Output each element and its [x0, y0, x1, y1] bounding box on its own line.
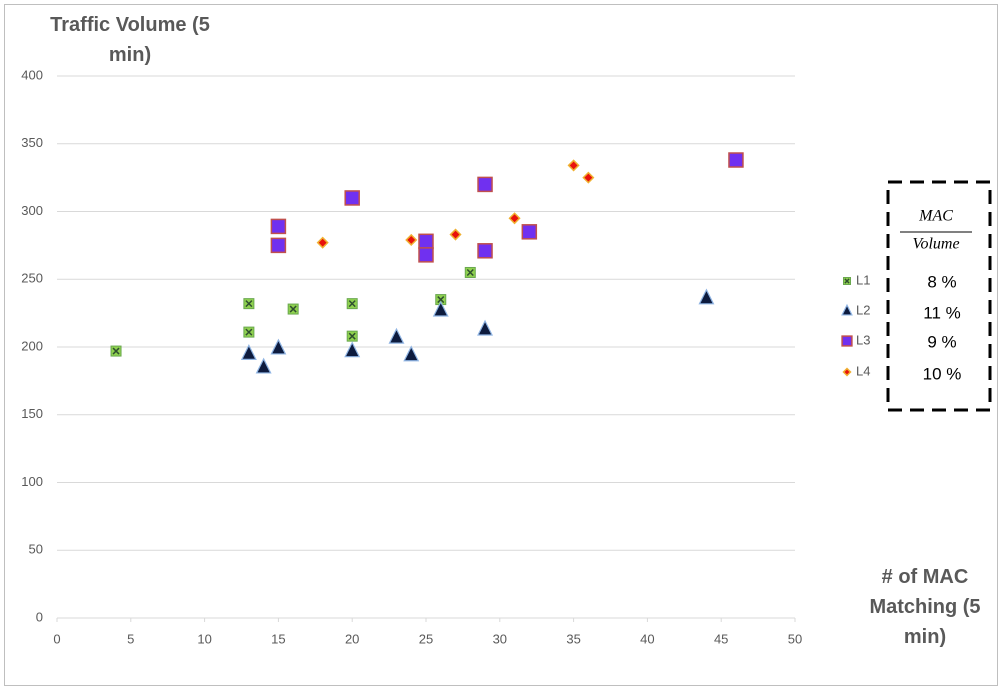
marker [270, 218, 287, 235]
ratio-denominator: Volume [912, 236, 959, 253]
x-tick-label: 10 [197, 631, 211, 646]
legend-label: L2 [856, 302, 870, 317]
marker [405, 233, 418, 247]
y-tick-label: 0 [36, 609, 43, 624]
x-tick-label: 50 [788, 631, 802, 646]
x-tick-label: 5 [127, 631, 134, 646]
marker [344, 190, 360, 206]
marker [477, 243, 493, 259]
y-tick-label: 400 [21, 67, 43, 82]
y-tick-label: 300 [21, 203, 43, 218]
y-tick-label: 250 [21, 271, 43, 286]
x-tick-label: 40 [640, 631, 654, 646]
x-tick-label: 15 [271, 631, 285, 646]
y-tick-label: 100 [21, 474, 43, 489]
marker [270, 237, 287, 254]
marker [388, 327, 405, 344]
marker [841, 335, 853, 347]
marker [240, 344, 257, 360]
y-tick-label: 150 [21, 406, 43, 421]
x-tick-label: 30 [493, 631, 507, 646]
marker [344, 341, 361, 358]
ratio-numerator: MAC [918, 208, 953, 225]
marker [477, 176, 493, 193]
legend-label: L4 [856, 363, 870, 378]
marker [521, 224, 538, 240]
y-axis-title: Traffic Volume (5 min) [50, 14, 210, 66]
marker [508, 212, 521, 225]
ratio-label: 11 % [923, 303, 961, 322]
marker [316, 236, 329, 249]
marker-cross [437, 296, 445, 304]
marker [255, 357, 272, 374]
marker-cross [844, 278, 850, 284]
marker [728, 152, 744, 168]
x-tick-label: 20 [345, 631, 359, 646]
marker [582, 171, 595, 184]
chart-border [4, 4, 998, 686]
legend-label: L1 [856, 272, 870, 287]
marker-cross [112, 347, 120, 355]
marker [567, 159, 580, 172]
marker [432, 300, 449, 317]
y-tick-label: 50 [29, 542, 43, 557]
marker-cross [245, 300, 253, 308]
marker [477, 319, 494, 336]
marker [418, 247, 434, 263]
marker [698, 288, 715, 305]
marker [418, 233, 434, 250]
ratio-label: 10 % [923, 364, 962, 383]
ratio-box [886, 180, 992, 412]
x-tick-label: 0 [53, 631, 60, 646]
x-tick-label: 35 [566, 631, 580, 646]
x-tick-label: 25 [419, 631, 433, 646]
x-axis-title: # of MAC Matching (5 min) [869, 566, 981, 648]
y-tick-label: 200 [21, 338, 43, 353]
y-tick-label: 350 [21, 135, 43, 150]
marker [449, 228, 462, 241]
marker [841, 303, 853, 316]
marker [842, 367, 852, 377]
marker [270, 338, 287, 355]
marker-cross [466, 268, 474, 277]
x-tick-label: 45 [714, 631, 728, 646]
marker [403, 345, 420, 362]
marker-cross [348, 300, 356, 308]
ratio-label: 8 % [927, 272, 956, 291]
ratio-label: 9 % [927, 332, 956, 351]
legend-label: L3 [856, 332, 870, 347]
marker-cross [245, 328, 253, 336]
marker-cross [348, 332, 356, 340]
marker-cross [289, 305, 297, 313]
